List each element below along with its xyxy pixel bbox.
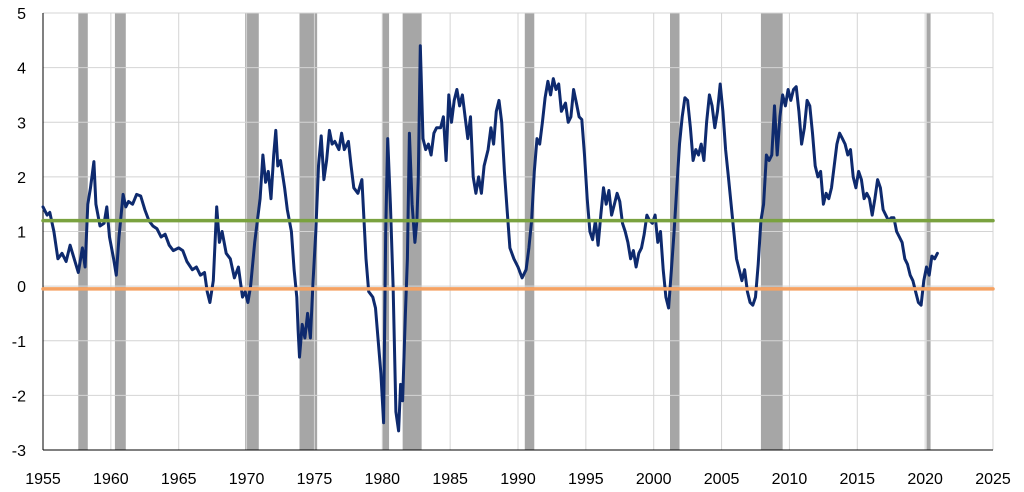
x-tick-label-12: 2015 — [839, 471, 875, 488]
x-tick-label-1: 1960 — [93, 471, 129, 488]
x-tick-label-9: 2000 — [636, 471, 672, 488]
y-tick-label-8: 5 — [17, 6, 26, 23]
y-tick-label-6: 3 — [17, 115, 26, 132]
x-tick-label-7: 1990 — [500, 471, 536, 488]
y-tick-label-7: 4 — [17, 61, 26, 78]
x-tick-label-3: 1970 — [229, 471, 265, 488]
y-tick-labels: -3 -2 -1 0 1 2 3 4 5 — [12, 6, 26, 460]
x-tick-label-5: 1980 — [364, 471, 400, 488]
x-tick-label-6: 1985 — [432, 471, 468, 488]
y-tick-label-4: 1 — [17, 225, 26, 242]
y-tick-label-1: -2 — [12, 388, 26, 405]
x-tick-label-10: 2005 — [704, 471, 740, 488]
y-tick-label-5: 2 — [17, 170, 26, 187]
x-tick-label-13: 2020 — [907, 471, 943, 488]
data-series — [41, 44, 995, 433]
axes — [42, 13, 993, 451]
series-line-0 — [41, 44, 939, 433]
x-tick-label-4: 1975 — [297, 471, 333, 488]
x-tick-label-8: 1995 — [568, 471, 604, 488]
x-tick-label-2: 1965 — [161, 471, 197, 488]
y-tick-label-3: 0 — [17, 279, 26, 296]
y-tick-label-0: -3 — [12, 443, 26, 460]
x-tick-label-14: 2025 — [975, 471, 1011, 488]
x-tick-label-0: 1955 — [25, 471, 61, 488]
x-tick-labels: 1955 1960 1965 1970 1975 1980 1985 1990 1995 2000… — [25, 471, 1011, 488]
x-tick-label-11: 2010 — [772, 471, 808, 488]
y-tick-label-2: -1 — [12, 334, 26, 351]
